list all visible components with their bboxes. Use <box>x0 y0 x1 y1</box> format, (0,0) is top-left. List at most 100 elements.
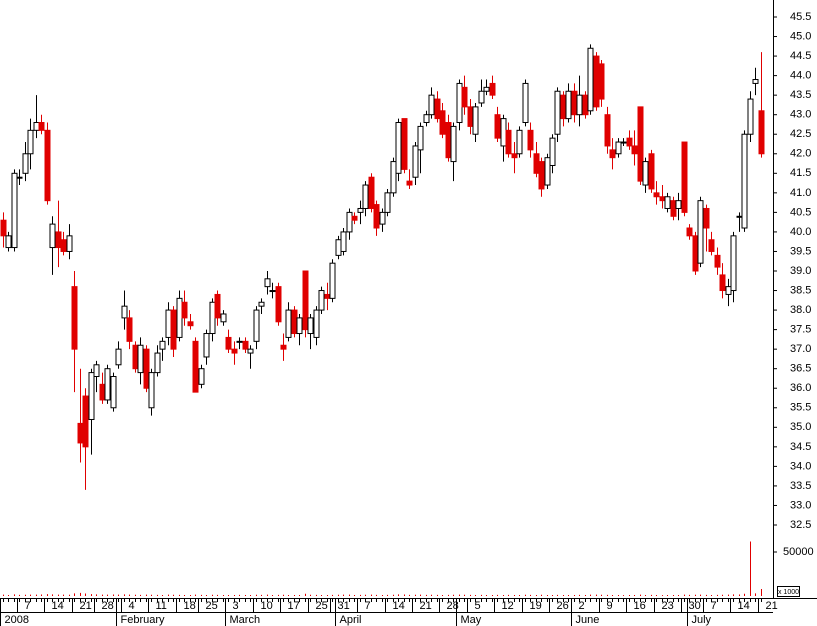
candle-body <box>236 340 243 343</box>
candle-body <box>593 55 600 108</box>
candle-body <box>77 422 84 444</box>
candle-body <box>456 82 463 124</box>
x-tick-label: 14 <box>738 600 750 612</box>
x-tick-label: 7 <box>711 600 717 612</box>
candle-body <box>49 223 56 249</box>
candle-body <box>445 122 452 159</box>
x-tick-label: 12 <box>502 600 514 612</box>
candle-body <box>0 219 7 237</box>
y-tick-label: 39.0 <box>790 265 811 277</box>
candle-body <box>159 340 166 350</box>
y-tick-label: 35.0 <box>790 421 811 433</box>
x-tick-label: 28 <box>102 600 114 612</box>
y-tick-label: 36.0 <box>790 382 811 394</box>
candle-body <box>93 364 100 378</box>
candle-body <box>736 215 743 218</box>
candle-body <box>681 141 688 213</box>
candle-body <box>33 122 40 131</box>
candle-body <box>758 110 765 155</box>
candle-body <box>494 114 501 139</box>
candle-body <box>220 313 227 323</box>
candle-body <box>137 344 144 374</box>
x-tick-label: 2 <box>579 600 585 612</box>
candle-body <box>258 301 265 307</box>
candle-body <box>692 235 699 272</box>
candle-body <box>406 180 413 186</box>
candle-body <box>264 278 271 288</box>
candle-body <box>335 239 342 256</box>
candle-body <box>505 129 512 155</box>
candle-body <box>27 129 34 155</box>
candle-body <box>384 192 391 213</box>
candle-body <box>60 239 67 252</box>
x-tick-label: 10 <box>261 600 273 612</box>
candle-body <box>44 129 51 202</box>
candle-body <box>489 82 496 96</box>
candle-body <box>110 376 117 409</box>
candle-body <box>714 254 721 268</box>
candle-body <box>225 336 232 350</box>
month-label: July <box>692 614 712 626</box>
candle-body <box>285 309 292 338</box>
y-tick-label: 40.0 <box>790 226 811 238</box>
candle-body <box>412 145 419 178</box>
x-tick-label: 5 <box>475 600 481 612</box>
candle-body <box>565 90 572 120</box>
y-tick-label: 41.0 <box>790 187 811 199</box>
candle-body <box>203 333 210 358</box>
y-tick-label: 37.0 <box>790 343 811 355</box>
candle-body <box>280 344 287 350</box>
candle-body <box>242 340 249 350</box>
y-tick-label: 44.5 <box>790 50 811 62</box>
candle-body <box>5 235 12 249</box>
candle-body <box>417 125 424 151</box>
candle-body <box>307 317 314 335</box>
candle-body <box>615 141 622 155</box>
y-tick-label: 42.5 <box>790 128 811 140</box>
x-tick-label: 17 <box>288 600 300 612</box>
candle-body <box>620 141 627 144</box>
y-tick-label: 32.5 <box>790 519 811 531</box>
candle-body <box>390 161 397 194</box>
candle-body <box>170 309 177 350</box>
candle-body <box>11 172 18 249</box>
candle-body <box>313 309 320 338</box>
candle-body <box>329 262 336 299</box>
candle-body <box>544 157 551 186</box>
candle-body <box>357 207 364 213</box>
candle-body <box>275 286 282 323</box>
candle-body <box>686 227 693 237</box>
candle-body <box>527 129 534 151</box>
candle-body <box>637 106 644 182</box>
candle-body <box>165 309 172 338</box>
candle-body <box>373 204 380 229</box>
y-tick-label: 42.0 <box>790 148 811 160</box>
candle-body <box>604 114 611 147</box>
candle-body <box>741 133 748 229</box>
y-tick-label: 40.5 <box>790 206 811 218</box>
candle-body <box>549 137 556 166</box>
candle-body <box>554 90 561 135</box>
x-tick-label: 18 <box>184 600 196 612</box>
x-tick-label: 21 <box>766 600 778 612</box>
candle-body <box>192 340 199 393</box>
candle-body <box>126 317 133 342</box>
month-label: April <box>340 614 362 626</box>
y-tick-label: 36.5 <box>790 363 811 375</box>
y-tick-label: 38.5 <box>790 284 811 296</box>
candle-body <box>368 176 375 209</box>
candle-body <box>346 211 353 233</box>
candle-body <box>598 63 605 100</box>
y-tick-label: 43.0 <box>790 109 811 121</box>
candle-body <box>269 290 276 293</box>
candle-body <box>253 309 260 342</box>
candle-body <box>143 348 150 389</box>
y-tick-label: 39.5 <box>790 245 811 257</box>
candle-body <box>395 122 402 174</box>
candle-body <box>132 344 139 370</box>
x-tick-label: 28 <box>447 600 459 612</box>
month-label: February <box>121 614 166 626</box>
candle-body <box>82 395 89 448</box>
candle-body <box>379 211 386 225</box>
